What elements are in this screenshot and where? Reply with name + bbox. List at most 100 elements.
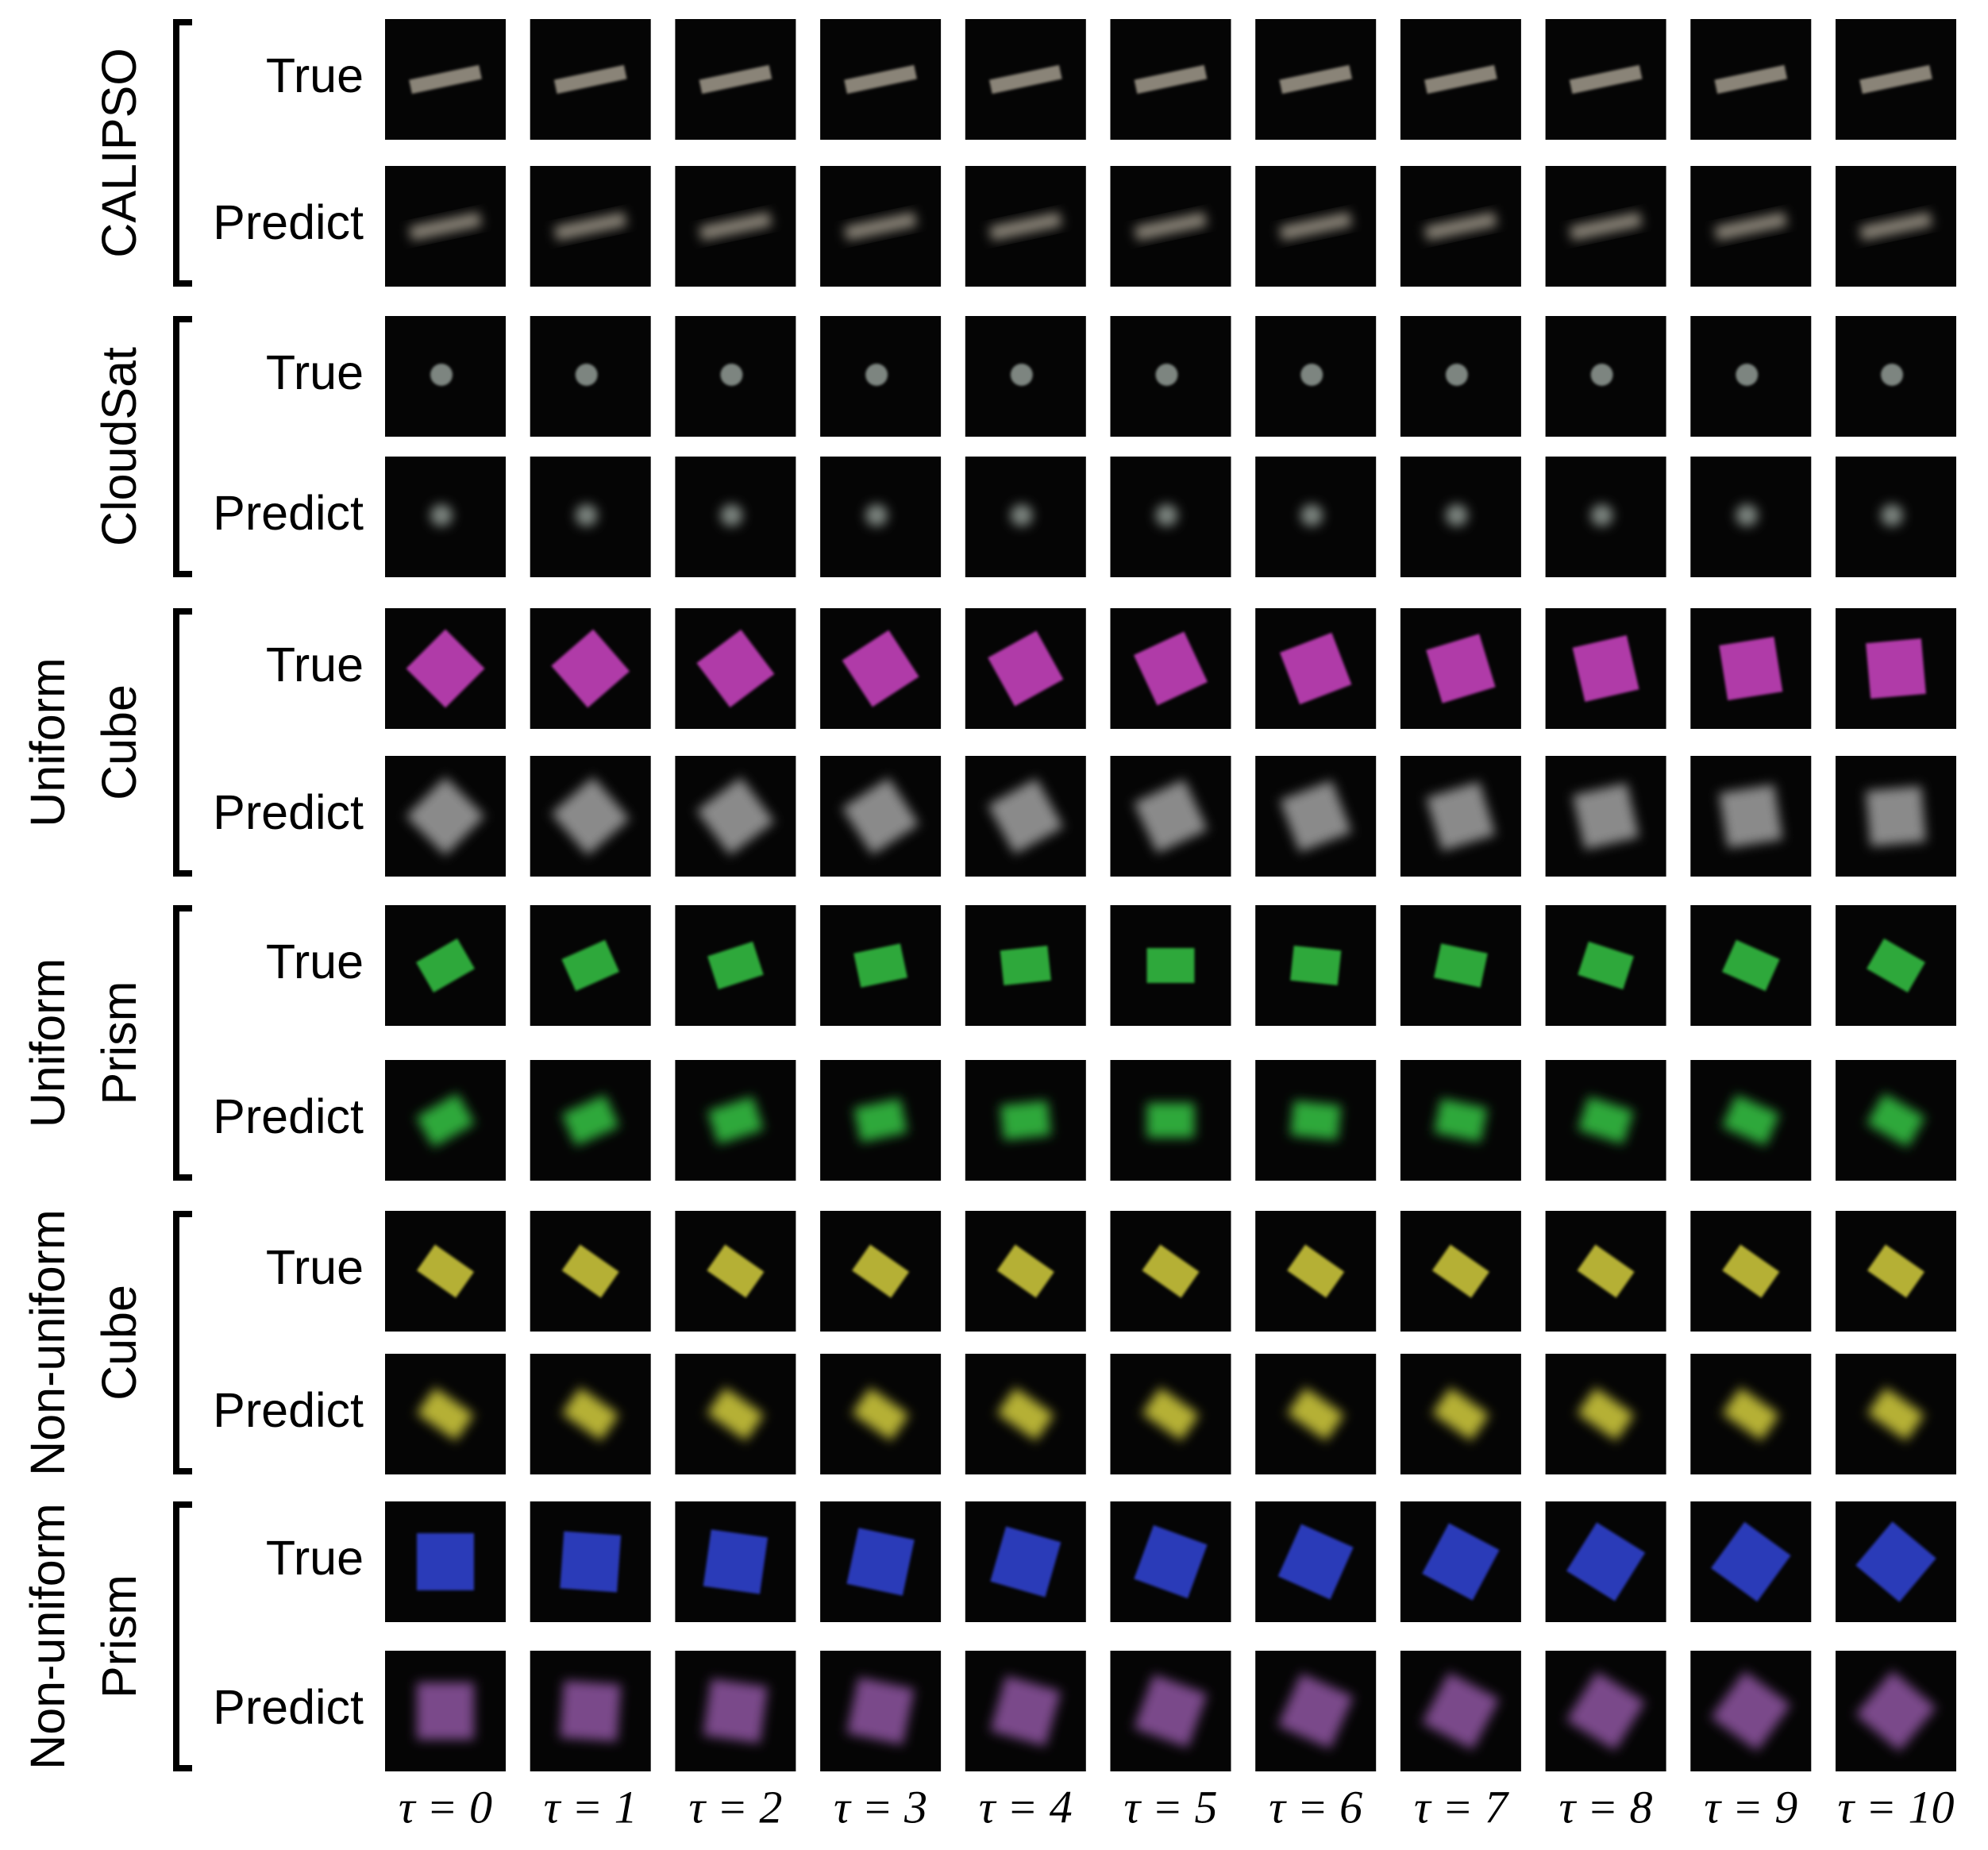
image-tile xyxy=(1400,316,1521,437)
image-tile xyxy=(1836,166,1956,287)
tile-object xyxy=(1719,784,1783,849)
tile-object xyxy=(430,504,453,526)
image-tile xyxy=(385,457,506,577)
tile-object xyxy=(990,1526,1061,1598)
tile-object xyxy=(416,1387,475,1441)
image-tile xyxy=(1255,316,1377,437)
tile-object xyxy=(844,64,917,94)
image-tile xyxy=(1400,905,1521,1026)
tile-object xyxy=(1142,1244,1200,1298)
image-tile xyxy=(1690,1060,1812,1181)
tile-object xyxy=(707,941,764,990)
image-tile xyxy=(1545,316,1666,437)
image-tile xyxy=(530,1501,651,1622)
tile-object xyxy=(1736,504,1759,526)
tile-object xyxy=(990,1675,1061,1747)
tile-object xyxy=(553,64,627,94)
tile-object xyxy=(417,1682,474,1740)
tile-object xyxy=(551,629,630,708)
image-tile xyxy=(530,166,651,287)
tile-object xyxy=(1133,779,1208,854)
tile-object xyxy=(1572,635,1639,702)
bracket xyxy=(173,905,192,1181)
image-tile xyxy=(1255,166,1377,287)
image-tile xyxy=(675,608,796,729)
image-tile xyxy=(1690,316,1812,437)
tile-object xyxy=(560,1680,622,1742)
group-label: Cube xyxy=(92,684,146,800)
image-tile xyxy=(820,756,942,877)
image-tile xyxy=(1690,166,1812,287)
image-tile xyxy=(820,1211,942,1332)
tile-object xyxy=(561,1244,619,1298)
tile-object xyxy=(699,211,772,241)
row-label: Predict xyxy=(213,1383,364,1437)
tile-object xyxy=(1287,1387,1345,1441)
image-tile xyxy=(1400,608,1521,729)
column-label: τ = 2 xyxy=(688,1781,782,1833)
tile-object xyxy=(1859,211,1932,241)
tile-object xyxy=(1010,504,1033,526)
column-label: τ = 6 xyxy=(1269,1781,1362,1833)
column-label: τ = 3 xyxy=(834,1781,927,1833)
image-tile xyxy=(1110,905,1231,1026)
tile-object xyxy=(406,629,485,708)
image-tile xyxy=(1836,1354,1956,1474)
tile-object xyxy=(1881,364,1903,386)
bracket xyxy=(173,608,192,877)
image-tile xyxy=(1110,608,1231,729)
image-tile xyxy=(385,316,506,437)
tile-object xyxy=(1577,1244,1635,1298)
image-tile xyxy=(965,1060,1086,1181)
tile-object xyxy=(1300,364,1323,386)
group-label: Non-uniform xyxy=(21,1209,75,1476)
tile-object xyxy=(1569,211,1643,241)
image-tile xyxy=(1836,1651,1956,1771)
image-tile xyxy=(1836,1211,1956,1332)
tile-object xyxy=(1424,64,1497,94)
column-label: τ = 5 xyxy=(1124,1781,1218,1833)
image-tile xyxy=(675,166,796,287)
image-tile xyxy=(385,756,506,877)
group-label: CALIPSO xyxy=(92,48,146,257)
tile-object xyxy=(988,211,1062,241)
tile-object xyxy=(1867,1387,1925,1441)
image-tile xyxy=(1110,1354,1231,1474)
image-tile xyxy=(820,608,942,729)
image-tile xyxy=(675,1651,796,1771)
image-tile xyxy=(1400,756,1521,877)
image-tile xyxy=(1836,1060,1956,1181)
group-label: Uniform xyxy=(21,657,75,827)
image-tile xyxy=(1255,457,1377,577)
tile-object xyxy=(1566,1671,1646,1751)
image-tile xyxy=(820,316,942,437)
image-tile xyxy=(530,905,651,1026)
image-tile xyxy=(1836,1501,1956,1622)
tile-object xyxy=(852,1244,910,1298)
image-tile xyxy=(530,316,651,437)
image-tile xyxy=(1110,1651,1231,1771)
tile-object xyxy=(1711,1521,1791,1602)
image-tile xyxy=(820,1354,942,1474)
tile-object xyxy=(1134,211,1208,241)
image-tile xyxy=(675,19,796,140)
image-tile xyxy=(385,1354,506,1474)
image-tile xyxy=(1690,19,1812,140)
image-tile xyxy=(1110,316,1231,437)
image-tile xyxy=(530,1651,651,1771)
image-tile xyxy=(1836,19,1956,140)
image-tile xyxy=(820,19,942,140)
tile-object xyxy=(1721,939,1780,992)
image-tile xyxy=(1400,1354,1521,1474)
image-tile xyxy=(1400,457,1521,577)
image-tile xyxy=(530,608,651,729)
tile-object xyxy=(852,1387,910,1441)
tile-object xyxy=(409,211,482,241)
tile-object xyxy=(846,1677,915,1745)
tile-object xyxy=(1146,948,1195,983)
image-tile xyxy=(1110,457,1231,577)
image-tile xyxy=(385,1651,506,1771)
tile-object xyxy=(1866,786,1926,846)
tile-object xyxy=(575,504,598,526)
image-tile xyxy=(965,608,1086,729)
